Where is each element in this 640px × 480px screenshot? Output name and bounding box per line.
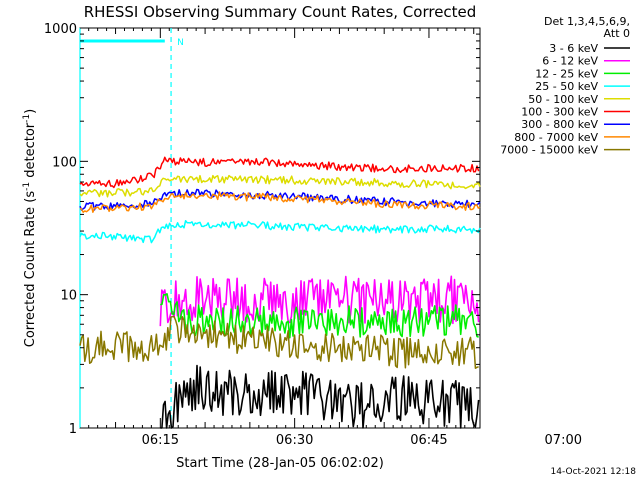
series-line-7 [79,191,481,213]
plot-frame [79,27,481,429]
y-axis-label-part2: detector [23,122,38,182]
y-axis-label-sup2: -1 [22,114,32,123]
legend-label-4: 50 - 100 keV [528,93,598,106]
y-tick-label-2: 100 [52,155,77,170]
legend-label-8: 7000 - 15000 keV [500,144,598,157]
legend-header-line1: Det 1,3,4,5,6,9, [544,15,630,28]
legend-label-5: 100 - 300 keV [521,106,598,119]
legend-label-0: 3 - 6 keV [549,42,598,55]
series-line-8 [79,315,479,369]
y-tick-label-1: 10 [60,289,77,304]
series-line-4 [79,174,481,198]
series-line-3 [79,219,481,244]
y-tick-label-3: 1000 [44,22,77,37]
series-line-0 [160,364,480,429]
night-annotation: N [177,38,184,48]
y-tick-label-0: 1 [69,422,77,437]
legend-header-line2: Att 0 [604,27,630,40]
footer-timestamp: 14-Oct-2021 12:18 [551,467,637,477]
series-line-5 [79,156,480,189]
x-tick-label-3: 07:00 [545,433,582,448]
legend-label-1: 6 - 12 keV [542,55,598,68]
y-axis-label-part3: ) [23,109,38,114]
x-tick-label-0: 06:15 [142,433,179,448]
series-line-1 [159,275,480,327]
y-axis-label-sup1: -1 [22,182,32,191]
legend-label-2: 12 - 25 keV [535,67,598,80]
chart-title: RHESSI Observing Summary Count Rates, Co… [84,3,477,21]
x-tick-label-1: 06:30 [276,433,313,448]
legend-label-6: 300 - 800 keV [521,118,598,131]
x-tick-label-2: 06:45 [410,433,447,448]
series-line-6 [79,188,481,211]
x-axis-label: Start Time (28-Jan-05 06:02:02) [176,456,384,471]
y-axis-label-part1: Corrected Count Rate (s [23,191,38,348]
legend-label-3: 25 - 50 keV [535,80,598,93]
legend-label-7: 800 - 7000 keV [514,131,598,144]
y-axis-label: Corrected Count Rate (s-1 detector-1) [22,109,38,347]
